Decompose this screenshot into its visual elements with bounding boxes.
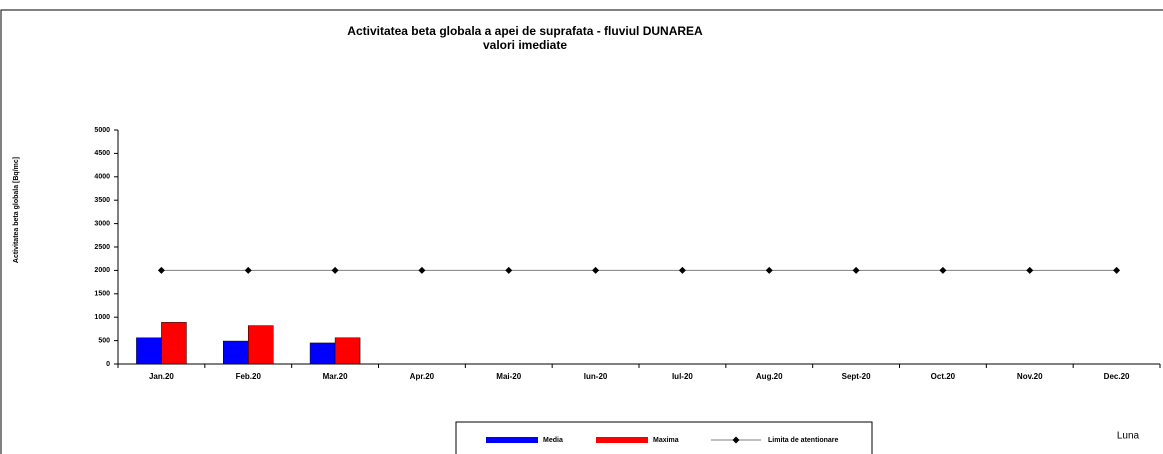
line-marker — [852, 266, 860, 274]
line-marker — [939, 266, 947, 274]
x-tick-label: Jan.20 — [149, 372, 174, 381]
y-tick-label: 0 — [106, 361, 110, 368]
legend-swatch — [596, 437, 648, 443]
chart-title: Activitatea beta globala a apei de supra… — [347, 24, 703, 38]
x-tick-label: Nov.20 — [1017, 372, 1043, 381]
chart-frame — [0, 9, 1163, 454]
x-tick-label: Mai-20 — [496, 372, 521, 381]
x-tick-label: Iun-20 — [584, 372, 608, 381]
line-marker — [331, 266, 339, 274]
bar — [161, 322, 187, 365]
x-tick-label: Apr.20 — [410, 372, 435, 381]
x-axis-label: Luna — [1117, 431, 1140, 442]
chart-subtitle: valori imediate — [483, 38, 567, 52]
line-marker — [418, 266, 426, 274]
y-tick-label: 500 — [98, 337, 110, 344]
legend-marker — [732, 436, 740, 444]
line-marker — [592, 266, 600, 274]
y-tick-label: 1500 — [94, 291, 110, 298]
x-tick-label: Sept-20 — [842, 372, 871, 381]
y-tick-label: 4000 — [94, 174, 110, 181]
x-tick-label: Iul-20 — [672, 372, 693, 381]
x-tick-label: Mar.20 — [323, 372, 348, 381]
x-tick-label: Oct.20 — [931, 372, 956, 381]
y-tick-label: 5000 — [94, 127, 110, 134]
y-tick-label: 1000 — [94, 314, 110, 321]
legend-label: Maxima — [653, 437, 679, 444]
y-axis-label: Activitatea beta globala [Bq/mc] — [13, 157, 20, 263]
x-tick-label: Aug.20 — [756, 372, 783, 381]
legend-label: Media — [543, 437, 563, 444]
line-marker — [1026, 266, 1034, 274]
line-marker — [765, 266, 773, 274]
y-tick-label: 3500 — [94, 197, 110, 204]
line-marker — [244, 266, 252, 274]
y-tick-label: 4500 — [94, 150, 110, 157]
line-marker — [678, 266, 686, 274]
x-tick-label: Dec.20 — [1104, 372, 1130, 381]
bar — [223, 340, 249, 365]
bar — [136, 337, 162, 365]
bar — [248, 325, 274, 365]
legend-swatch — [486, 437, 538, 443]
y-tick-label: 2000 — [94, 267, 110, 274]
line-marker — [157, 266, 165, 274]
x-tick-label: Feb.20 — [236, 372, 262, 381]
legend-label: Limita de atentionare — [768, 437, 839, 444]
bar — [309, 342, 336, 365]
line-marker — [1113, 266, 1121, 274]
y-tick-label: 3000 — [94, 220, 110, 227]
line-marker — [505, 266, 513, 274]
y-tick-label: 2500 — [94, 244, 110, 251]
bar — [334, 337, 361, 365]
